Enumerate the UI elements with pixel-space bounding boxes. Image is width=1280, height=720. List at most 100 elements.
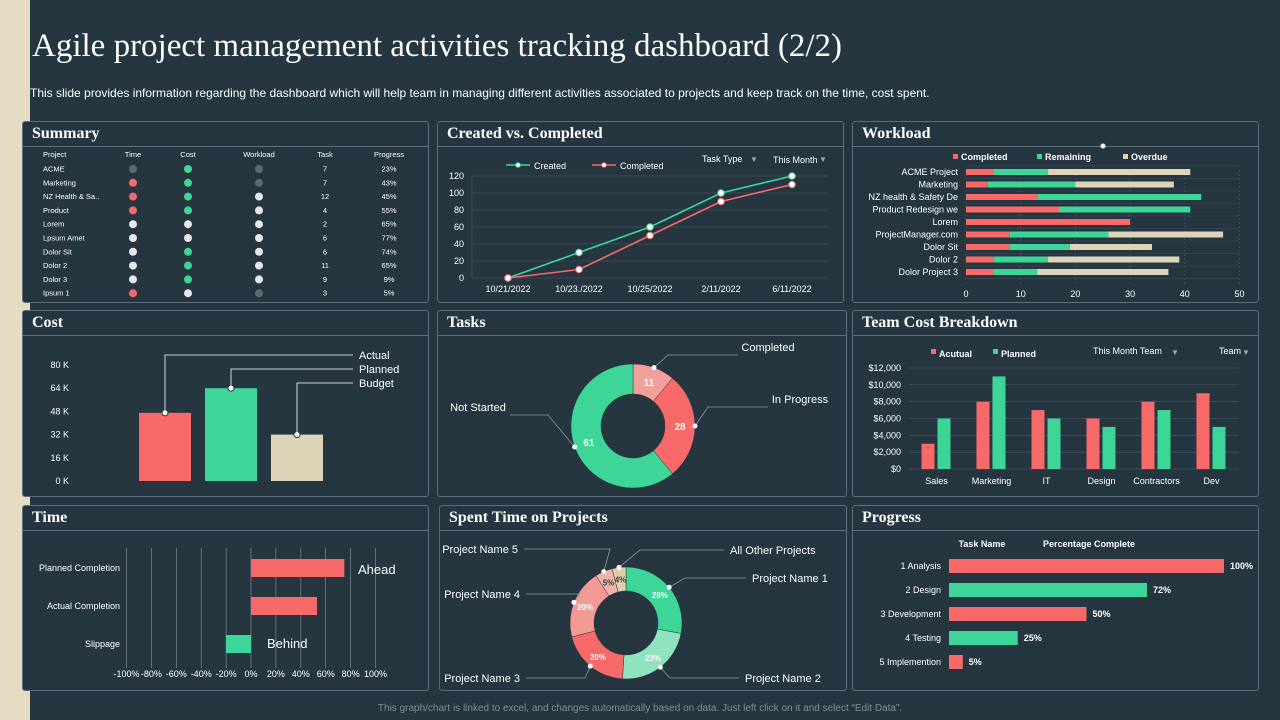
spent-slice-value: 5%: [603, 579, 615, 588]
summary-progress-value: 45%: [381, 192, 396, 201]
time-x-tick-label: -20%: [216, 669, 237, 679]
summary-workload-status-dot: [255, 261, 263, 270]
summary-cost-status-dot: [184, 261, 192, 270]
time-bar: [251, 597, 317, 615]
tasks-panel: Tasks 11 28 61 Completed In Progress Not Star…: [437, 310, 847, 497]
cvc-point-created: [717, 189, 725, 197]
spent-callout-dot: [666, 584, 672, 590]
summary-project-name: Marketing: [43, 178, 76, 187]
summary-task-count: 4: [323, 206, 327, 215]
workload-category-label: ACME Project: [901, 167, 958, 177]
time-x-tick-label: -40%: [191, 669, 212, 679]
summary-time-status-dot: [129, 165, 137, 173]
cvc-filter-task-type-dropdown-icon[interactable]: ▼: [750, 155, 758, 164]
time-x-tick-label: 80%: [342, 669, 360, 679]
tasks-callout-dot: [651, 365, 657, 371]
team-bar-acutual: [1031, 410, 1045, 469]
team-filter-team[interactable]: Team: [1219, 346, 1241, 356]
team-filter-dropdown-icon[interactable]: ▼: [1171, 348, 1179, 357]
team-y-tick-label: $10,000: [868, 380, 901, 390]
cvc-y-tick-label: 60: [454, 222, 464, 232]
time-category-label: Actual Completion: [47, 601, 120, 611]
cvc-point-created: [575, 248, 583, 257]
progress-bar: [949, 655, 963, 669]
cost-bar-budget: [271, 434, 323, 481]
cvc-filter-this-month[interactable]: This Month: [773, 155, 818, 165]
summary-time-status-dot: [129, 234, 137, 242]
cost-y-tick-label: 32 K: [50, 430, 69, 440]
workload-x-tick-label: 30: [1125, 289, 1135, 299]
summary-workload-status-dot: [255, 165, 263, 173]
cost-callout-line: [230, 368, 353, 389]
summary-cost-status-dot: [184, 275, 192, 284]
workload-legend-swatch: [1037, 154, 1042, 159]
summary-task-count: 7: [323, 165, 327, 174]
progress-value-label: 5%: [969, 657, 982, 667]
cost-callout-label: Actual: [359, 350, 390, 362]
summary-divider: [23, 146, 428, 147]
tasks-callout-dot: [572, 444, 578, 450]
summary-time-status-dot: [129, 261, 137, 270]
team-filter-team-dropdown-icon[interactable]: ▼: [1242, 348, 1250, 357]
cvc-filter-task-type[interactable]: Task Type: [702, 154, 742, 164]
progress-bar: [949, 583, 1147, 597]
cvc-x-tick-label: 10/21/2022: [485, 284, 530, 294]
cvc-point-completed: [575, 265, 583, 274]
cvc-y-tick-label: 20: [454, 256, 464, 266]
page-title: Agile project management activities trac…: [32, 28, 843, 64]
cvc-legend-marker: [601, 162, 607, 168]
workload-bar-remaining: [993, 256, 1049, 263]
summary-time-status-dot: [129, 220, 137, 229]
team-x-tick-label: Marketing: [972, 476, 1012, 486]
team-y-tick-label: $6,000: [873, 414, 901, 424]
workload-bar-remaining: [1009, 244, 1070, 250]
team-bar-planned: [1047, 418, 1061, 469]
team-legend-label: Acutual: [939, 349, 972, 359]
team-y-tick-label: $2,000: [873, 447, 901, 457]
summary-project-name: Dolor 2: [43, 261, 67, 270]
created-vs-completed-divider: [438, 146, 843, 147]
workload-bar-overdue: [1037, 269, 1169, 275]
cvc-y-tick-label: 100: [449, 188, 464, 198]
cvc-filter-this-month-dropdown-icon[interactable]: ▼: [819, 155, 827, 164]
spent-callout-label: Project Name 2: [745, 673, 821, 685]
summary-cost-status-dot: [184, 206, 192, 215]
tasks-divider: [438, 335, 846, 336]
time-x-tick-label: 100%: [364, 669, 387, 679]
time-x-tick-label: 60%: [317, 669, 335, 679]
summary-column-header: Time: [125, 150, 141, 159]
summary-task-count: 11: [321, 261, 329, 270]
workload-bar-remaining: [987, 181, 1076, 188]
workload-category-label: NZ health & Safety De: [868, 192, 958, 202]
summary-cost-status-dot: [184, 192, 192, 201]
time-category-label: Slippage: [85, 639, 120, 649]
time-bar: [226, 635, 251, 653]
spent-callout-line: [660, 666, 739, 679]
progress-bar: [949, 631, 1018, 645]
summary-progress-value: 9%: [384, 275, 395, 284]
cvc-point-completed: [504, 274, 512, 282]
team-filter-this-month-team[interactable]: This Month Team: [1093, 346, 1162, 356]
time-x-tick-label: 40%: [292, 669, 310, 679]
progress-bar: [949, 607, 1087, 621]
workload-bar-remaining: [993, 169, 1049, 175]
progress-task-label: 4 Testing: [905, 633, 941, 643]
time-annotation-behind: Behind: [267, 636, 307, 651]
summary-task-count: 3: [323, 289, 327, 298]
cost-callout-line: [164, 354, 353, 413]
team-y-tick-label: $4,000: [873, 430, 901, 440]
summary-project-name: Lorem: [43, 220, 64, 229]
summary-cost-status-dot: [184, 289, 192, 298]
cost-callout-label: Budget: [359, 378, 394, 390]
spent-callout-dot: [571, 599, 577, 605]
spent-callout-line: [524, 548, 611, 572]
summary-cost-status-dot: [184, 178, 192, 187]
summary-column-header: Progress: [374, 150, 404, 159]
cvc-x-tick-label: 10/23./2022: [555, 284, 603, 294]
workload-bar-completed: [966, 219, 1131, 225]
team-y-tick-label: $12,000: [868, 363, 901, 373]
cvc-series-line-completed: [507, 183, 793, 279]
team-x-tick-label: Design: [1087, 476, 1115, 486]
workload-bar-remaining: [1009, 231, 1109, 238]
workload-bar-overdue: [1069, 244, 1152, 250]
